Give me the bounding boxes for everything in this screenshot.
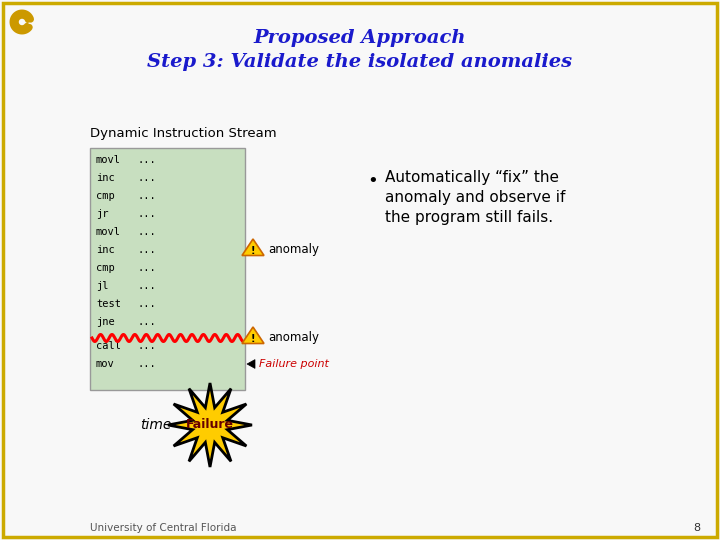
Text: ...: ... (138, 281, 157, 291)
Polygon shape (168, 383, 252, 467)
Text: Dynamic Instruction Stream: Dynamic Instruction Stream (90, 126, 276, 139)
Text: call: call (96, 341, 121, 351)
Text: jr: jr (96, 209, 109, 219)
Text: the program still fails.: the program still fails. (385, 210, 553, 225)
Text: ...: ... (138, 209, 157, 219)
Text: ...: ... (138, 359, 157, 369)
Text: !: ! (251, 246, 256, 256)
Text: !: ! (251, 334, 256, 344)
Text: Proposed Approach: Proposed Approach (253, 29, 467, 47)
Text: ...: ... (138, 317, 157, 327)
Text: movl: movl (96, 155, 121, 165)
Text: inc: inc (96, 173, 114, 183)
Text: Failure: Failure (186, 418, 234, 431)
Text: Automatically “fix” the: Automatically “fix” the (385, 170, 559, 185)
Text: ...: ... (138, 245, 157, 255)
Text: cmp: cmp (96, 191, 114, 201)
Text: •: • (368, 172, 379, 190)
Text: test: test (96, 299, 121, 309)
Text: anomaly: anomaly (268, 332, 319, 345)
Text: 8: 8 (693, 523, 700, 533)
Text: mov: mov (96, 359, 114, 369)
Text: University of Central Florida: University of Central Florida (90, 523, 236, 533)
Text: anomaly and observe if: anomaly and observe if (385, 190, 565, 205)
Text: ...: ... (138, 263, 157, 273)
FancyBboxPatch shape (90, 148, 245, 390)
Text: Failure point: Failure point (259, 359, 329, 369)
Polygon shape (242, 239, 264, 255)
Text: ...: ... (138, 191, 157, 201)
Polygon shape (242, 327, 264, 343)
Text: ...: ... (138, 341, 157, 351)
Text: cmp: cmp (96, 263, 114, 273)
Text: time: time (140, 418, 171, 432)
Text: ...: ... (138, 227, 157, 237)
Text: jne: jne (96, 317, 114, 327)
Text: ...: ... (138, 173, 157, 183)
Text: movl: movl (96, 227, 121, 237)
Text: anomaly: anomaly (268, 244, 319, 256)
Text: Step 3: Validate the isolated anomalies: Step 3: Validate the isolated anomalies (148, 53, 572, 71)
Text: ...: ... (138, 299, 157, 309)
Text: jl: jl (96, 281, 109, 291)
Text: inc: inc (96, 245, 114, 255)
Polygon shape (247, 360, 255, 368)
Text: ...: ... (138, 155, 157, 165)
